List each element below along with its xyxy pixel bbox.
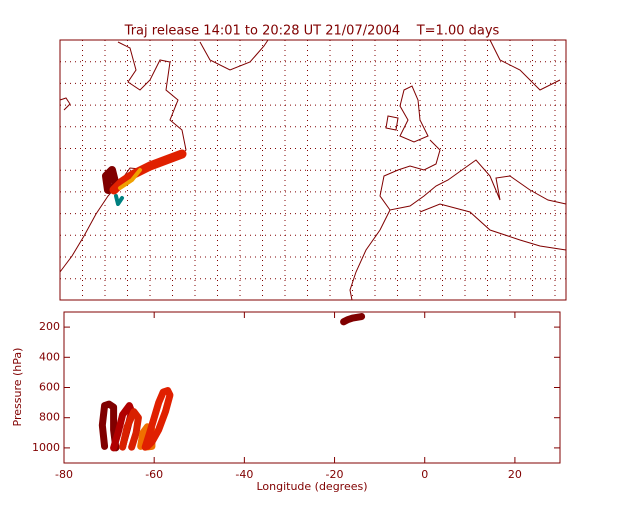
coastline [349, 203, 567, 301]
y-tick-label: 600 [39, 381, 60, 394]
x-tick-label: -80 [55, 468, 73, 481]
coastline [199, 39, 269, 71]
coastline [59, 41, 187, 273]
y-axis-label: Pressure (hPa) [11, 348, 24, 427]
map-trajectories [102, 149, 187, 206]
x-tick-label: -40 [235, 468, 253, 481]
map-panel [59, 39, 567, 301]
x-axis-label: Longitude (degrees) [256, 480, 367, 493]
trajectory [98, 400, 120, 452]
y-tick-label: 1000 [32, 441, 60, 454]
trajectory [141, 387, 174, 451]
trajectory [119, 408, 142, 451]
x-tick-label: -60 [145, 468, 163, 481]
coastline [379, 139, 567, 211]
x-tick-label: -20 [326, 468, 344, 481]
y-tick-label: 200 [39, 320, 60, 333]
y-tick-label: 400 [39, 350, 60, 363]
coastline [385, 39, 561, 143]
trajectory [340, 313, 366, 326]
chart-title: Traj release 14:01 to 20:28 UT 21/07/200… [124, 24, 500, 39]
x-tick-label: 0 [421, 468, 428, 481]
map-frame [59, 39, 567, 301]
y-tick-label: 800 [39, 411, 60, 424]
x-tick-label: 20 [508, 468, 522, 481]
